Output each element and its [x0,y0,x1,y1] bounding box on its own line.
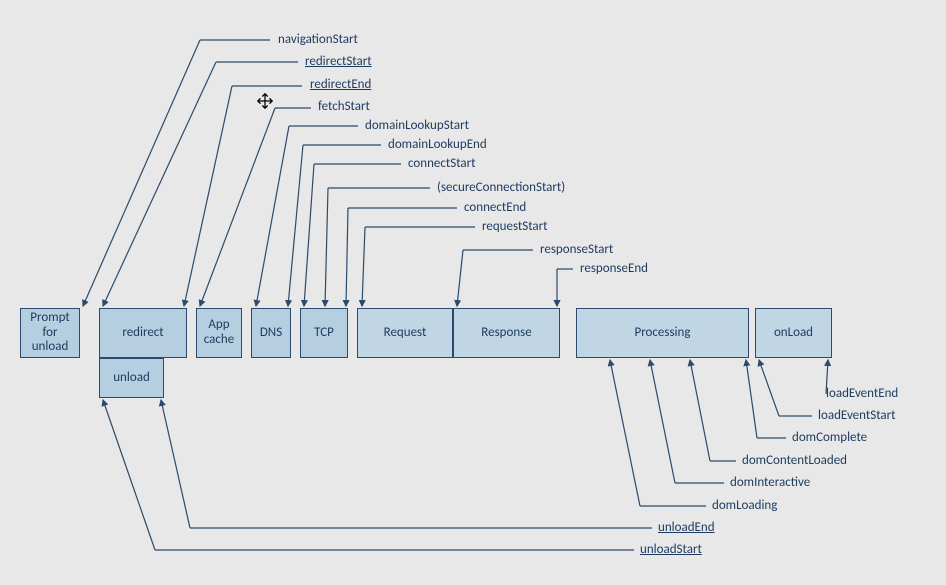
event-label-navigationStart: navigationStart [278,32,358,47]
event-label-unloadEnd: unloadEnd [658,520,715,535]
box-label: DNS [260,326,282,341]
box-processing: Processing [576,308,749,358]
box-label: onLoad [774,326,813,341]
box-response: Response [453,308,560,358]
event-label-fetchStart: fetchStart [318,99,370,114]
event-label-redirectStart: redirectStart [305,54,372,69]
box-dns: DNS [251,308,291,358]
move-cursor-icon [256,92,274,110]
box-label: Processing [635,326,691,341]
box-label: Prompt for unload [25,311,75,356]
box-label: Response [481,326,531,341]
event-label-domContentLoaded: domContentLoaded [742,453,847,468]
box-tcp: TCP [300,308,348,358]
event-label-unloadStart: unloadStart [640,542,702,557]
event-label-requestStart: requestStart [482,219,548,234]
event-label-domInteractive: domInteractive [730,475,810,490]
box-label: redirect [122,326,163,341]
navigation-timing-diagram: { "layout": { "canvas_width": 946, "canv… [0,0,946,585]
event-label-connectStart: connectStart [408,156,476,171]
event-label-redirectEnd: redirectEnd [310,77,371,92]
event-label-secureConnectionStart: (secureConnectionStart) [437,180,565,195]
event-label-domComplete: domComplete [792,430,867,445]
box-label: TCP [314,326,334,341]
box-unload: unload [99,358,164,398]
event-label-domLoading: domLoading [712,498,777,513]
event-label-responseStart: responseStart [540,242,613,257]
box-onload: onLoad [755,308,832,358]
event-label-loadEventStart: loadEventStart [818,408,896,423]
event-label-domainLookupEnd: domainLookupEnd [388,137,487,152]
box-label: App cache [201,318,237,348]
leader-lines [0,0,946,585]
box-redirect: redirect [99,308,187,358]
event-label-loadEventEnd: loadEventEnd [826,386,898,401]
box-request: Request [357,308,453,358]
box-appcache: App cache [196,308,242,358]
event-label-domainLookupStart: domainLookupStart [365,118,469,133]
box-prompt: Prompt for unload [20,308,80,358]
box-label: unload [113,371,150,386]
box-label: Request [384,326,427,341]
event-label-connectEnd: connectEnd [464,200,526,215]
event-label-responseEnd: responseEnd [580,261,648,276]
